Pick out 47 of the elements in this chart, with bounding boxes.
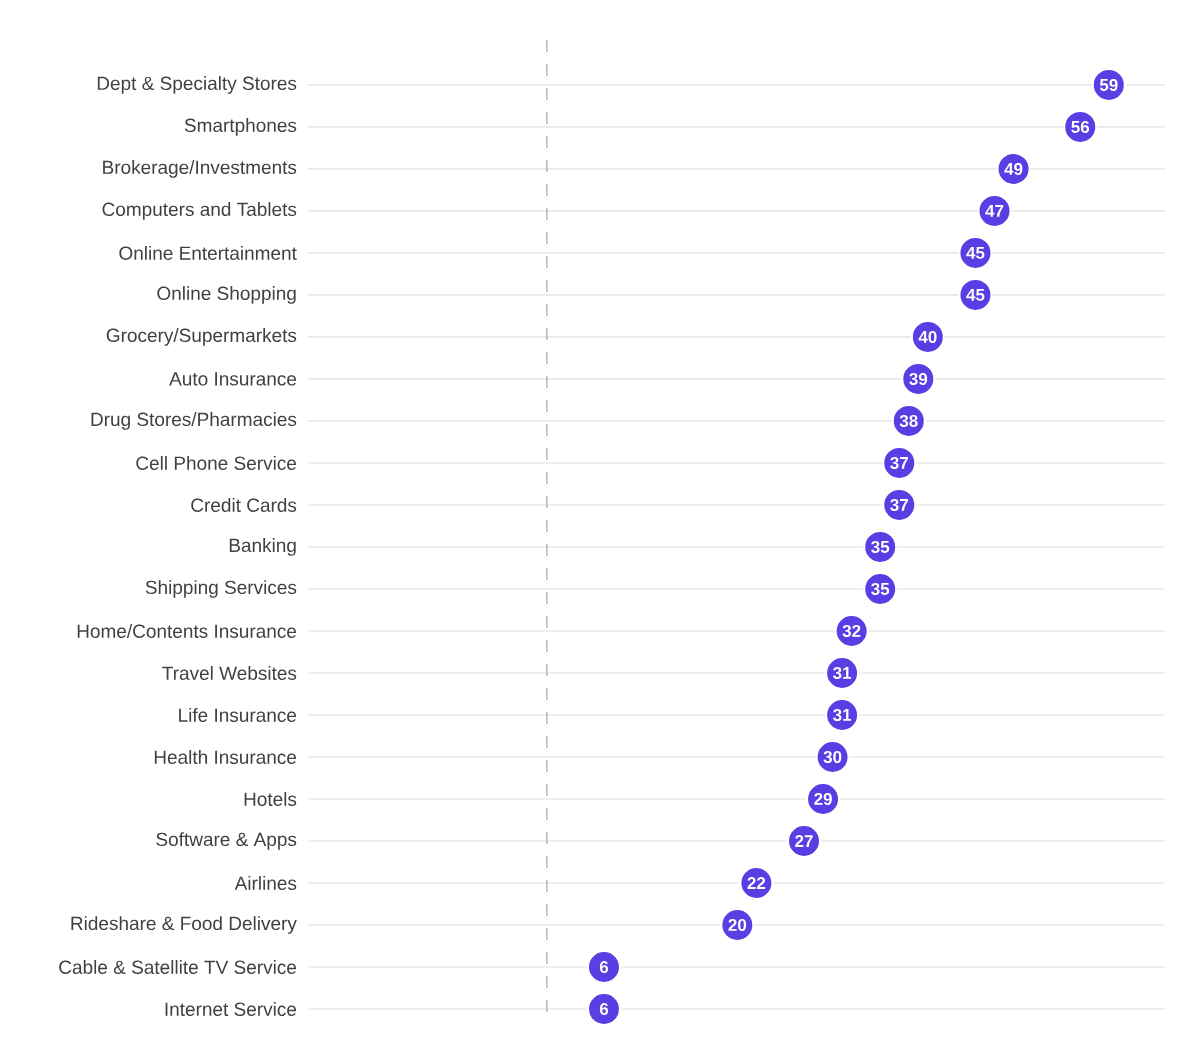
data-label: 56 [1071, 120, 1090, 133]
y-tick-label: Computers and Tablets [102, 202, 297, 220]
data-label: 31 [833, 666, 852, 679]
y-tick-label: Grocery/Supermarkets [106, 328, 297, 346]
y-tick-label: Life Insurance [179, 708, 297, 722]
y-tick-label: Hotels [244, 792, 297, 806]
y-tick-label: Auto Insurance [169, 372, 297, 386]
data-label: 27 [795, 835, 813, 847]
data-label: 35 [871, 540, 890, 553]
y-tick-label: Smartphones [184, 118, 297, 136]
y-tick-label: Travel Websites [162, 666, 297, 680]
data-label: 29 [814, 792, 832, 805]
data-label: 37 [890, 456, 908, 469]
y-tick-label: Cable & Satellite TV Service [59, 960, 297, 974]
data-label: 32 [842, 624, 861, 637]
data-label: 22 [747, 877, 766, 889]
point [586, 950, 621, 985]
data-label: 35 [871, 582, 890, 595]
y-tick-label: Shipping Services [145, 580, 297, 598]
y-tick-label: Airlines [234, 876, 297, 890]
data-label: 31 [833, 708, 852, 722]
data-label: 39 [909, 372, 928, 385]
y-tick-label: Cell Phone Service [136, 455, 297, 470]
y-tick-label: Credit Cards [191, 498, 297, 512]
y-tick-label: Online Entertainment [119, 245, 297, 260]
y-tick-label: Home/Contents Insurance [77, 624, 297, 638]
data-label: 47 [985, 205, 1004, 217]
y-tick-label: Internet Service [165, 1002, 297, 1016]
data-label: 49 [1004, 162, 1023, 175]
data-label: 30 [823, 750, 842, 764]
data-label: 40 [918, 330, 937, 343]
y-tick-label: Rideshare & Food Delivery [71, 916, 297, 934]
data-label: 6 [599, 1002, 609, 1016]
y-tick-label: Drug Stores/Pharmacies [91, 412, 297, 430]
data-label: 45 [966, 289, 985, 301]
data-label: 59 [1099, 78, 1118, 91]
data-label: 38 [899, 414, 918, 427]
y-tick-label: Banking [229, 538, 296, 556]
data-label: 45 [966, 247, 985, 259]
y-tick-label: Software & Apps [156, 832, 297, 850]
y-tick-label: Online Shopping [157, 286, 296, 304]
data-label: 37 [890, 498, 908, 511]
y-tick-label: Health Insurance [154, 750, 297, 764]
data-label: 6 [599, 960, 609, 973]
y-tick-label: Brokerage/Investments [103, 160, 297, 178]
y-tick-label: Dept & Specialty Stores [97, 76, 297, 94]
data-label: 20 [728, 918, 747, 931]
